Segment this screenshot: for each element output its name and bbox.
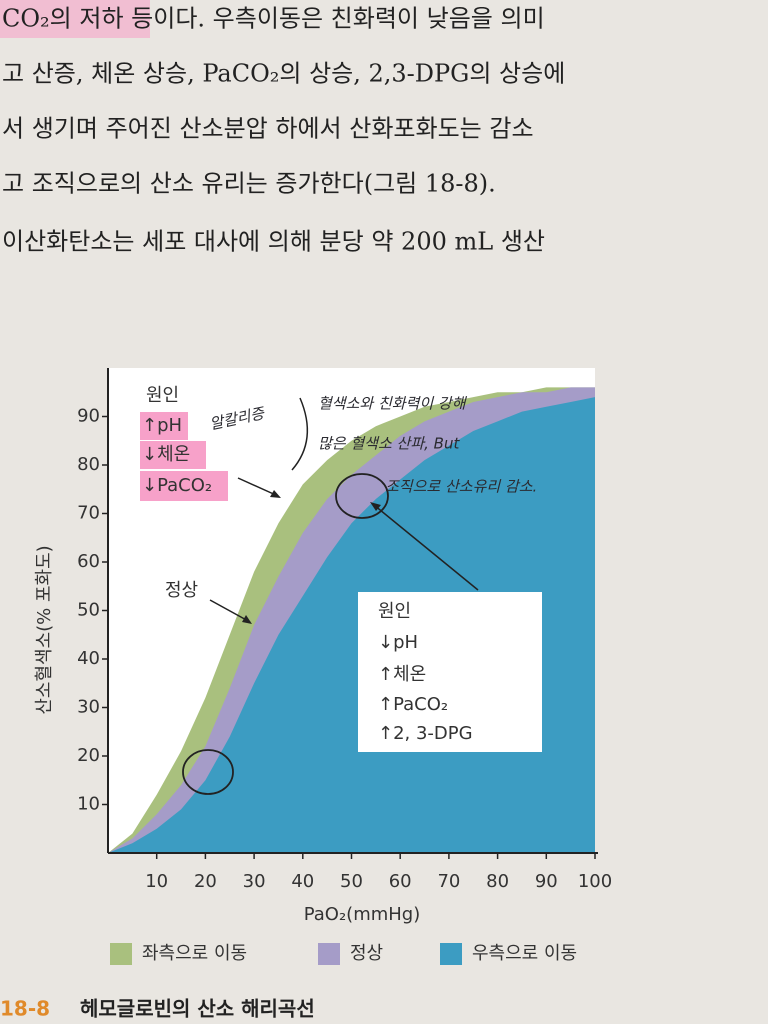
highlight [140, 412, 188, 440]
box-text: ↑2, 3-DPG [378, 723, 473, 744]
caption-title: 헤모글로빈의 산소 해리곡선 [80, 997, 315, 1021]
hand-note: 조직으로 산소유리 감소. [385, 478, 537, 496]
x-tick-label: 60 [389, 871, 412, 892]
hand-circle [335, 473, 389, 519]
y-tick-label: 40 [77, 648, 100, 669]
legend-label: 좌측으로 이동 [142, 943, 247, 964]
y-tick-label: 20 [77, 745, 100, 766]
x-tick-label: 70 [437, 871, 460, 892]
hand-bracket [291, 397, 309, 471]
hand-circle [182, 749, 234, 795]
y-tick-label: 50 [77, 600, 100, 621]
y-tick-label: 70 [77, 503, 100, 524]
legend-label: 정상 [350, 943, 383, 964]
box-text: 원인 [378, 601, 411, 622]
box-text: ↓pH [378, 632, 418, 653]
x-tick-label: 90 [535, 871, 558, 892]
y-tick-label: 30 [77, 697, 100, 718]
box-text: ↓PaCO₂ [142, 475, 212, 496]
box-text: ↓체온 [142, 444, 190, 465]
text-line: CO₂의 저하 등이다. 우측이동은 친화력이 낮음을 의미 [2, 5, 545, 33]
x-tick-label: 10 [145, 871, 168, 892]
x-tick-label: 100 [578, 871, 612, 892]
caption-number: 18-8 [0, 997, 50, 1021]
annotations: 원인 ↑pH ↓체온 ↓PaCO₂ 정상 원인 ↓pH ↑체온 ↑PaCO₂ ↑… [140, 385, 542, 795]
text-line: 서 생기며 주어진 산소분압 하에서 산화포화도는 감소 [2, 115, 534, 143]
y-tick-label: 60 [77, 551, 100, 572]
x-tick-label: 30 [243, 871, 266, 892]
x-axis-label: PaO₂(mmHg) [304, 904, 421, 925]
text-line: 고 조직으로의 산소 유리는 증가한다(그림 18-8). [2, 170, 496, 198]
highlight [0, 0, 150, 38]
arrow-head [270, 490, 281, 498]
normal-label: 정상 [165, 580, 198, 601]
x-tick-label: 80 [486, 871, 509, 892]
box-text: ↑체온 [378, 664, 426, 685]
arrow [237, 477, 279, 497]
box-text: ↑pH [142, 415, 182, 436]
hand-note: 혈색소와 친화력이 강해 [318, 395, 468, 413]
y-tick-label: 90 [77, 406, 100, 427]
x-tick-label: 40 [291, 871, 314, 892]
legend-label: 우측으로 이동 [472, 943, 577, 964]
text-line: 고 산증, 체온 상승, PaCO₂의 상승, 2,3-DPG의 상승에 [2, 60, 565, 88]
text-line: 이산화탄소는 세포 대사에 의해 분당 약 200 mL 생산 [2, 228, 545, 256]
y-tick-label: 10 [77, 794, 100, 815]
arrow-head [242, 615, 252, 624]
legend-swatch [110, 943, 132, 965]
arrow [209, 599, 251, 623]
x-tick-label: 20 [194, 871, 217, 892]
hand-note: 많은 혈색소 산파, But [318, 435, 460, 453]
legend-swatch [318, 943, 340, 965]
x-tick-label: 50 [340, 871, 363, 892]
box [358, 592, 542, 752]
arrow-head [370, 502, 381, 511]
y-tick-label: 80 [77, 454, 100, 475]
highlight [140, 441, 206, 469]
box-text: ↑PaCO₂ [378, 694, 448, 715]
arrow [373, 504, 479, 591]
y-axis-label: 산소혈색소(% 포화도) [34, 545, 55, 714]
highlight [140, 471, 228, 501]
box-text: 원인 [146, 385, 179, 406]
legend-swatch [440, 943, 462, 965]
